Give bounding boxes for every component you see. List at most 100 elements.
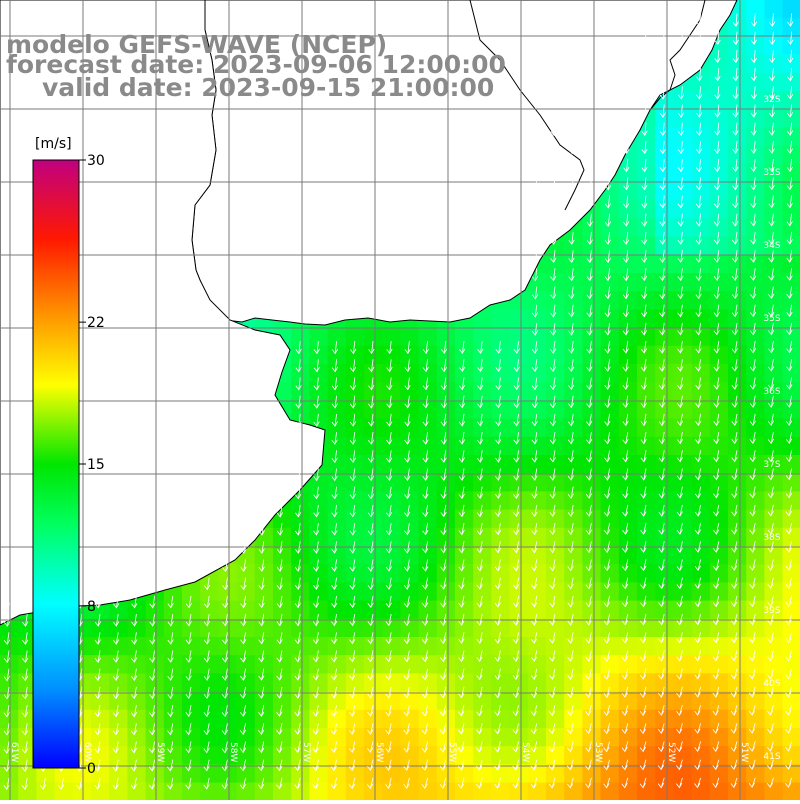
wind-arrow: [39, 777, 47, 790]
wind-arrow: [658, 541, 665, 554]
lon-label: 53W: [593, 742, 603, 762]
wind-arrow: [730, 741, 738, 752]
wind-arrow: [367, 486, 374, 500]
wind-arrow: [694, 632, 701, 644]
wind-arrow: [750, 68, 757, 82]
wind-arrow: [659, 86, 666, 100]
wind-arrow: [385, 559, 392, 572]
wind-arrow: [695, 159, 703, 173]
wind-arrow: [749, 304, 757, 318]
wind-arrow: [367, 413, 375, 427]
wind-arrow: [640, 541, 647, 554]
wind-arrow: [476, 632, 483, 645]
wind-arrow: [567, 650, 574, 662]
wind-arrow: [712, 777, 720, 789]
wind-arrow: [567, 668, 574, 681]
wind-arrow: [21, 741, 28, 754]
wind-arrow: [785, 559, 792, 571]
lon-label: 55W: [447, 742, 457, 762]
wind-arrow: [694, 668, 701, 680]
wind-arrow: [131, 595, 138, 609]
wind-arrow: [621, 759, 629, 771]
wind-arrow: [768, 341, 775, 354]
wind-arrow: [494, 741, 501, 753]
wind-arrow: [639, 723, 647, 735]
wind-arrow: [730, 650, 738, 662]
lon-label: 51W: [739, 742, 749, 762]
wind-arrow: [368, 395, 375, 409]
wind-arrow: [767, 595, 774, 608]
wind-arrow: [458, 668, 465, 681]
wind-arrow: [312, 650, 319, 663]
wind-arrow: [421, 632, 429, 645]
lat-label: 38S: [763, 533, 780, 543]
wind-arrow: [622, 468, 629, 481]
wind-arrow: [240, 523, 247, 536]
wind-arrow: [768, 140, 775, 154]
wind-arrow: [312, 686, 319, 699]
wind-arrow: [567, 413, 575, 427]
wind-arrow: [367, 541, 374, 554]
wind-arrow: [258, 650, 265, 663]
wind-arrow: [749, 504, 756, 517]
wind-arrow: [622, 559, 629, 572]
wind-arrow: [258, 705, 265, 718]
wind-arrow: [785, 413, 793, 426]
wind-arrow: [21, 668, 29, 682]
wind-arrow: [476, 777, 483, 789]
wind-arrow: [512, 686, 519, 699]
wind-arrow: [367, 577, 374, 590]
wind-arrow: [276, 723, 283, 736]
wind-arrow: [386, 341, 393, 355]
wind-arrow: [658, 614, 665, 626]
wind-arrow: [641, 213, 648, 227]
wind-arrow: [532, 177, 539, 191]
wind-arrow: [94, 741, 101, 754]
wind-arrow: [531, 322, 539, 336]
wind-arrow: [477, 377, 484, 391]
wind-arrow: [312, 632, 320, 645]
wind-arrow: [531, 577, 538, 590]
wind-arrow: [640, 504, 647, 517]
wind-arrow: [640, 304, 648, 318]
wind-arrow: [677, 341, 684, 354]
wind-arrow: [730, 613, 738, 626]
wind-arrow: [167, 723, 174, 736]
wind-arrow: [495, 341, 502, 354]
wind-arrow: [641, 86, 648, 100]
wind-arrow: [695, 304, 702, 318]
wind-arrow: [367, 759, 374, 772]
wind-arrow: [513, 504, 520, 518]
wind-arrow: [731, 432, 738, 445]
colorbar-tick-label: 0: [87, 761, 96, 777]
wind-arrow: [386, 395, 393, 409]
wind-arrow: [640, 523, 647, 535]
wind-arrow: [786, 231, 793, 245]
wind-arrow: [748, 668, 756, 680]
wind-arrow: [604, 177, 612, 191]
wind-arrow: [585, 486, 593, 499]
wind-arrow: [440, 523, 447, 536]
wind-arrow: [677, 268, 684, 282]
wind-arrow: [676, 686, 683, 698]
wind-arrow: [403, 632, 410, 645]
wind-arrow: [676, 614, 683, 626]
wind-arrow: [640, 413, 647, 427]
wind-arrow: [768, 286, 775, 300]
wind-arrow: [767, 650, 774, 662]
wind-arrow: [94, 723, 101, 736]
wind-arrow: [313, 541, 320, 554]
wind-arrow: [477, 395, 484, 409]
wind-arrow: [749, 559, 756, 571]
wind-arrow: [457, 759, 465, 771]
wind-arrow: [639, 650, 647, 662]
wind-arrow: [295, 341, 302, 355]
wind-arrow: [167, 632, 174, 645]
wind-arrow: [785, 613, 792, 626]
wind-arrow: [730, 704, 738, 716]
wind-arrow: [658, 395, 666, 409]
wind-arrow: [112, 650, 120, 663]
wind-arrow: [476, 650, 483, 663]
wind-arrow: [21, 777, 28, 791]
